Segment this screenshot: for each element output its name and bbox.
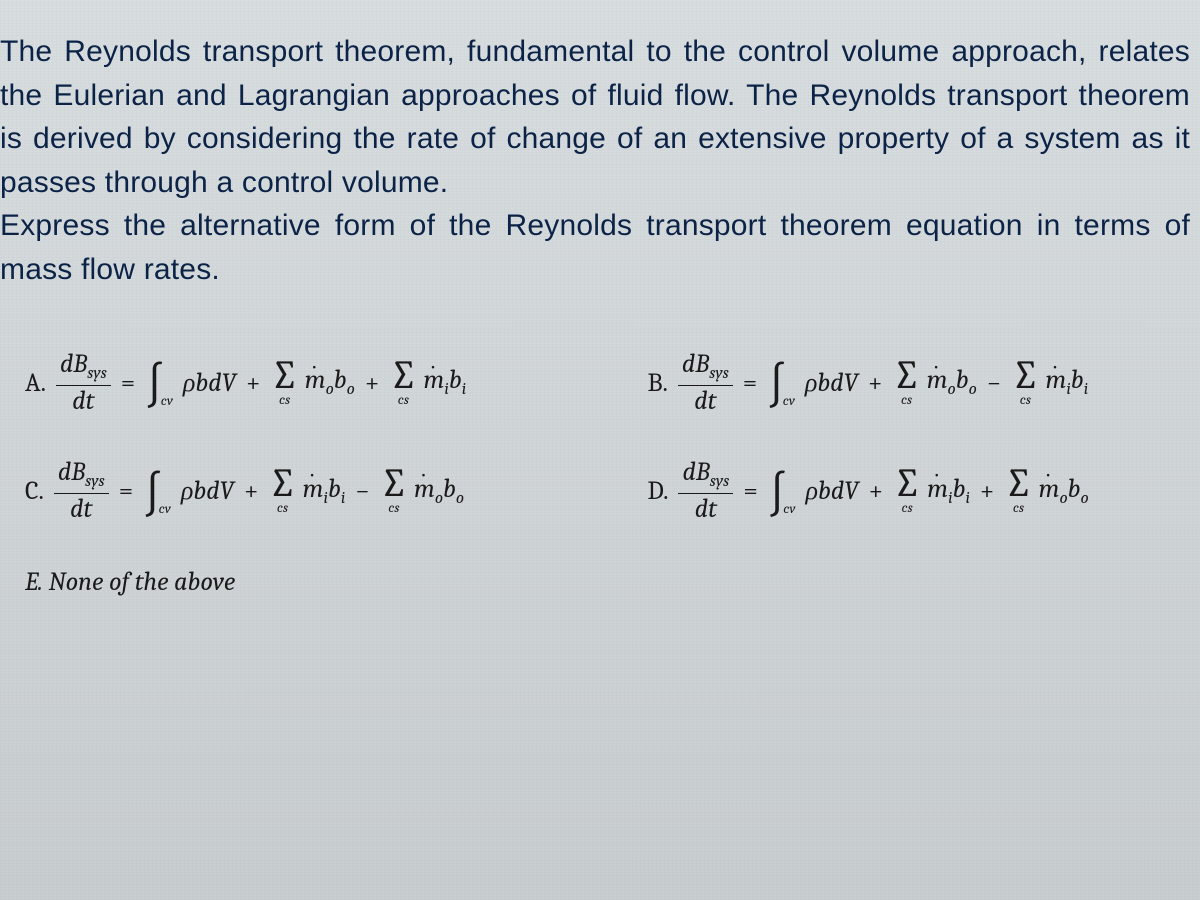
- question-prompt: The Reynolds transport theorem, fundamen…: [0, 30, 1190, 291]
- options-row-2: C. dBsys dt = ∫cv ρbdV + ∑cs mibi − ∑cs …: [0, 459, 1190, 522]
- option-c[interactable]: C. dBsys dt = ∫cv ρbdV + ∑cs mibi − ∑cs …: [25, 459, 568, 522]
- option-d-equation: dBsys dt = ∫cv ρbdV + ∑cs mibi + ∑cs mob…: [678, 459, 1088, 522]
- option-c-label: C.: [25, 476, 44, 506]
- integral-icon: ∫cv: [767, 366, 799, 398]
- sigma-icon: ∑cs: [380, 467, 408, 515]
- lhs-fraction: dBsys dt: [56, 351, 111, 414]
- option-d[interactable]: D. dBsys dt = ∫cv ρbdV + ∑cs mibi + ∑cs …: [648, 459, 1191, 522]
- option-a-equation: dBsys dt = ∫cv ρbdV + ∑cs mobo + ∑cs mib…: [56, 351, 466, 414]
- answer-options: A. dBsys dt = ∫cv ρbdV + ∑cs mobo + ∑cs: [0, 351, 1190, 597]
- option-e-text: None of the above: [49, 567, 236, 597]
- option-e[interactable]: E. None of the above: [25, 567, 1190, 597]
- option-e-label: E.: [25, 567, 43, 597]
- question-page: The Reynolds transport theorem, fundamen…: [0, 0, 1200, 607]
- integral-icon: ∫cv: [145, 366, 177, 398]
- option-b-equation: dBsys dt = ∫cv ρbdV + ∑cs mobo − ∑cs mib…: [678, 351, 1088, 414]
- sigma-icon: ∑cs: [268, 467, 296, 515]
- option-d-label: D.: [648, 476, 669, 506]
- option-a-label: A.: [25, 368, 46, 398]
- sigma-icon: ∑cs: [1011, 359, 1039, 407]
- option-b[interactable]: B. dBsys dt = ∫cv ρbdV + ∑cs mobo − ∑cs …: [648, 351, 1191, 414]
- option-b-label: B.: [648, 368, 668, 398]
- sigma-icon: ∑cs: [270, 359, 298, 407]
- sigma-icon: ∑cs: [389, 359, 417, 407]
- sigma-icon: ∑cs: [893, 467, 921, 515]
- option-c-equation: dBsys dt = ∫cv ρbdV + ∑cs mibi − ∑cs mob…: [54, 459, 464, 522]
- prompt-paragraph-2: Express the alternative form of the Reyn…: [0, 209, 1190, 286]
- integral-icon: ∫cv: [768, 475, 800, 507]
- options-row-1: A. dBsys dt = ∫cv ρbdV + ∑cs mobo + ∑cs: [0, 351, 1190, 414]
- prompt-paragraph-1: The Reynolds transport theorem, fundamen…: [0, 35, 1190, 199]
- sigma-icon: ∑cs: [1004, 467, 1032, 515]
- option-a[interactable]: A. dBsys dt = ∫cv ρbdV + ∑cs mobo + ∑cs: [25, 351, 568, 414]
- sigma-icon: ∑cs: [892, 359, 920, 407]
- integral-icon: ∫cv: [143, 475, 175, 507]
